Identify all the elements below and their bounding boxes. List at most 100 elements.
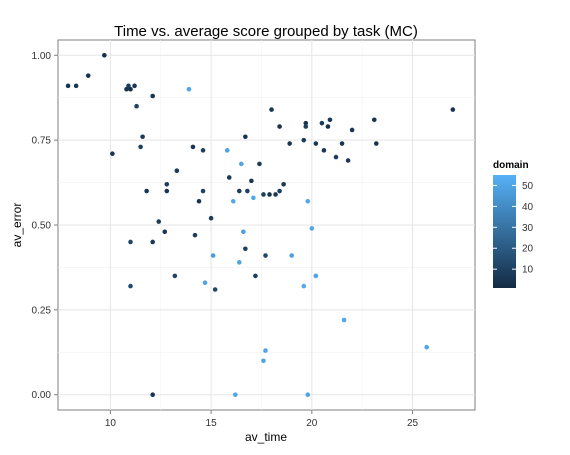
scatter-point xyxy=(132,83,137,89)
scatter-point xyxy=(128,283,133,289)
legend-tick-label: 40 xyxy=(522,202,534,213)
scatter-point xyxy=(263,348,268,353)
scatter-point xyxy=(172,273,178,279)
scatter-point xyxy=(65,83,71,89)
x-tick-label: 10 xyxy=(105,418,117,429)
legend-tick-label: 30 xyxy=(522,223,534,234)
y-tick-label: 1.00 xyxy=(32,51,52,62)
x-axis-label: av_time xyxy=(245,430,287,444)
legend-colorbar xyxy=(493,175,516,288)
scatter-point xyxy=(202,280,208,286)
scatter-point xyxy=(371,117,377,123)
grid-lines xyxy=(58,40,475,410)
scatter-point xyxy=(289,253,294,258)
y-tick-label: 0.00 xyxy=(32,390,52,401)
legend-tick-label: 10 xyxy=(522,265,534,276)
scatter-point xyxy=(186,86,192,92)
scatter-point xyxy=(124,86,129,92)
scatter-point xyxy=(303,124,309,129)
scatter-point xyxy=(321,148,327,153)
y-axis-label: av_error xyxy=(10,203,24,248)
scatter-point xyxy=(345,158,351,163)
scatter-point xyxy=(243,246,248,252)
scatter-point xyxy=(313,273,319,279)
scatter-point xyxy=(237,260,242,265)
legend-tick-label: 20 xyxy=(522,244,534,255)
scatter-point xyxy=(224,148,230,153)
scatter-point xyxy=(102,52,107,58)
scatter-point xyxy=(319,120,325,126)
scatter-point xyxy=(305,198,311,204)
scatter-point xyxy=(196,198,202,204)
scatter-point xyxy=(110,151,115,157)
scatter-point xyxy=(73,83,79,89)
scatter-point xyxy=(349,127,355,133)
scatter-point xyxy=(210,253,216,258)
scatter-point xyxy=(287,141,292,146)
x-tick-label: 20 xyxy=(306,418,318,429)
scatter-point xyxy=(126,83,131,89)
y-axis-ticks: 0.00 0.25 0.50 0.75 1.00 xyxy=(32,51,58,401)
scatter-point xyxy=(261,192,266,197)
scatter-point xyxy=(150,93,155,99)
scatter-point xyxy=(424,344,429,350)
scatter-point xyxy=(150,239,155,245)
scatter-point xyxy=(134,103,139,109)
scatter-point xyxy=(339,141,345,146)
scatter-point xyxy=(226,175,232,180)
scatter-point xyxy=(164,181,170,187)
scatter-point xyxy=(212,287,218,292)
x-axis-ticks: 10 15 20 25 xyxy=(105,410,419,429)
scatter-point xyxy=(263,253,268,258)
y-tick-label: 0.25 xyxy=(32,305,52,316)
scatter-point xyxy=(303,120,309,126)
scatter-point xyxy=(251,195,256,201)
scatter-point xyxy=(192,232,198,238)
scatter-point xyxy=(373,141,379,146)
scatter-point xyxy=(164,188,170,194)
scatter-point xyxy=(325,124,331,129)
scatter-point xyxy=(267,192,272,197)
scatter-point xyxy=(200,188,206,194)
scatter-point xyxy=(232,392,238,398)
scatter-point xyxy=(200,148,206,153)
legend-tick-label: 50 xyxy=(522,181,534,192)
scatter-point xyxy=(327,117,333,123)
scatter-point xyxy=(281,181,286,187)
scatter-point xyxy=(230,198,236,204)
scatter-point xyxy=(128,239,133,245)
scatter-point xyxy=(313,141,319,146)
legend-title: domain xyxy=(493,160,529,171)
scatter-point xyxy=(333,154,339,160)
scatter-point xyxy=(273,192,278,197)
scatter-point xyxy=(277,124,282,129)
legend-ticks: 10 20 30 40 50 xyxy=(493,181,534,276)
chart-title: Time vs. average score grouped by task (… xyxy=(114,23,418,40)
scatter-point xyxy=(140,134,145,140)
data-points xyxy=(65,52,456,398)
y-tick-label: 0.50 xyxy=(32,221,52,232)
scatter-point xyxy=(156,219,162,224)
scatter-point xyxy=(257,161,262,167)
scatter-point xyxy=(253,273,258,279)
scatter-point xyxy=(162,229,168,235)
x-tick-label: 25 xyxy=(407,418,419,429)
scatter-point xyxy=(450,107,456,112)
scatter-point xyxy=(309,226,315,231)
scatter-point xyxy=(305,392,311,398)
scatter-point xyxy=(190,144,196,150)
scatter-point xyxy=(208,215,214,221)
scatter-point xyxy=(144,188,149,194)
x-tick-label: 15 xyxy=(206,418,218,429)
y-tick-label: 0.75 xyxy=(32,136,52,147)
scatter-point xyxy=(138,144,143,150)
scatter-point xyxy=(301,283,307,289)
scatter-point xyxy=(243,134,248,140)
legend: domain 10 20 30 40 50 xyxy=(493,160,534,288)
scatter-point xyxy=(128,86,133,92)
scatter-point xyxy=(239,161,244,167)
scatter-point xyxy=(269,107,274,112)
scatter-point xyxy=(301,137,307,143)
scatter-point xyxy=(237,188,242,194)
